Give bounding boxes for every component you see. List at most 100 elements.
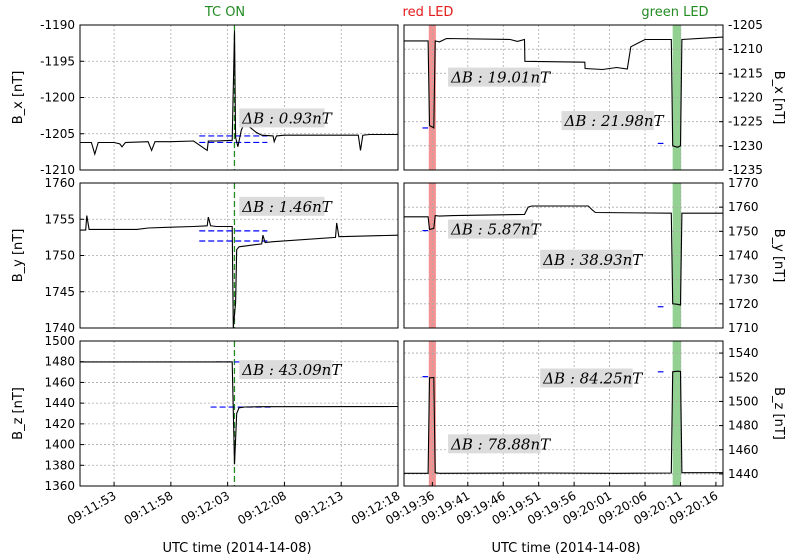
left-bx-panel: ΔB : 0.93nT -1210 -1205 -1200 -1195 -1190 B_x … (11, 18, 399, 177)
y-axis-label: B_x [nT] (11, 71, 26, 125)
left-xlabel: UTC time (2014-14-08) (162, 541, 311, 556)
left-bz-panel: ΔB : 43.09nT 1360 1380 1400 1420 1440 1460 1480… (11, 334, 403, 528)
y-axis-label: B_x [nT] (771, 71, 786, 125)
plot-frame (403, 340, 724, 487)
y-axis-label: B_z [nT] (771, 387, 786, 440)
left-by-panel: ΔB : 1.46nT 1740 1745 1750 1755 1760 B_y [nT] (11, 176, 399, 335)
y-tick-label: 1745 (44, 285, 75, 299)
plot-background (404, 341, 723, 486)
plot-area: ΔB : 0.93nT (80, 25, 398, 170)
green-led-band (672, 341, 682, 486)
plot-background (80, 341, 398, 486)
x-tick-label: 09:12:08 (235, 488, 289, 527)
y-tick-label: -1195 (40, 54, 75, 68)
y-tick-label: 1750 (44, 249, 75, 263)
delta-b-annotation: ΔB : 78.88nT (450, 435, 551, 453)
right-bx-panel: ΔB : 19.01nT ΔB : 21.98nT -1235 -1230 -1225 -… (403, 18, 786, 177)
annotation-box (540, 249, 633, 269)
y-tick-label: 1360 (44, 479, 75, 493)
annotation-box (239, 196, 325, 216)
y-tick-label: 1420 (44, 417, 75, 431)
y-axis-label: B_z [nT] (11, 387, 26, 440)
plot-frame (79, 340, 399, 487)
y-tick-label: -1210 (728, 42, 763, 56)
y-tick-label: 1380 (44, 458, 75, 472)
plot-area: ΔB : 43.09nT (80, 341, 398, 486)
y-tick-label: 1750 (728, 224, 759, 238)
y-tick-label: 1710 (728, 321, 759, 335)
tc-on-label: TC ON (204, 5, 245, 20)
annotation-box (448, 67, 541, 87)
annotation-box (239, 360, 332, 380)
red-led-label: red LED (403, 5, 454, 20)
y-tick-label: -1235 (728, 163, 763, 177)
x-tick-label: 09:12:03 (178, 488, 232, 527)
annotation-box (561, 111, 654, 131)
plot-area: ΔB : 1.46nT (80, 183, 398, 328)
x-tick-label: 09:12:13 (292, 488, 346, 527)
annotation-box (540, 368, 633, 388)
y-tick-label: -1190 (40, 18, 75, 32)
annotation-box (448, 219, 534, 239)
y-tick-label: 1460 (728, 443, 759, 457)
series-line (404, 370, 723, 474)
y-tick-label: 1480 (44, 355, 75, 369)
right-bz-panel: ΔB : 78.88nT ΔB : 84.25nT 1440 1460 1480 1500… (383, 340, 786, 528)
y-tick-label: 1480 (728, 419, 759, 433)
y-tick-label: -1200 (40, 91, 75, 105)
y-axis-label: B_y [nT] (11, 229, 26, 283)
y-tick-label: 1460 (44, 375, 75, 389)
x-tick-label: 09:11:53 (65, 488, 119, 527)
y-tick-label: 1755 (44, 212, 75, 226)
y-tick-label: 1540 (728, 346, 759, 360)
delta-b-annotation: ΔB : 38.93nT (542, 251, 643, 269)
delta-b-annotation: ΔB : 5.87nT (450, 221, 542, 239)
series-line (80, 215, 398, 328)
y-tick-label: 1520 (728, 370, 759, 384)
annotation-box (239, 108, 325, 128)
y-tick-label: -1230 (728, 139, 763, 153)
y-tick-label: -1205 (40, 127, 75, 141)
right-xlabel: UTC time (2014-14-08) (491, 541, 640, 556)
plot-background (80, 183, 398, 328)
delta-b-annotation: ΔB : 19.01nT (450, 69, 551, 87)
series-line (404, 205, 723, 306)
y-tick-label: -1210 (40, 163, 75, 177)
plot-background (80, 25, 398, 170)
series-line (80, 361, 398, 465)
y-tick-label: -1215 (728, 66, 763, 80)
panels: ΔB : 0.93nT -1210 -1205 -1200 -1195 -1190 B_x … (11, 18, 786, 528)
green-led-label: green LED (641, 5, 708, 20)
delta-b-annotation: ΔB : 21.98nT (564, 112, 665, 130)
y-tick-label: -1205 (728, 18, 763, 32)
y-tick-label: 1760 (728, 200, 759, 214)
x-tick-label: 09:11:58 (122, 488, 176, 527)
y-tick-label: 1500 (44, 334, 75, 348)
y-tick-label: 1720 (728, 297, 759, 311)
y-tick-label: 1500 (728, 394, 759, 408)
series-line (80, 30, 398, 156)
y-tick-label: -1225 (728, 115, 763, 129)
delta-b-annotation: ΔB : 0.93nT (241, 109, 333, 127)
delta-b-annotation: ΔB : 84.25nT (542, 369, 643, 387)
y-tick-label: -1220 (728, 91, 763, 105)
plot-area: ΔB : 78.88nT ΔB : 84.25nT (404, 341, 723, 486)
y-tick-label: 1440 (728, 467, 759, 481)
y-tick-label: 1770 (728, 176, 759, 190)
y-tick-label: 1400 (44, 438, 75, 452)
y-tick-label: 1730 (728, 273, 759, 287)
y-tick-label: 1740 (44, 321, 75, 335)
series-line (404, 36, 723, 148)
delta-b-annotation: ΔB : 1.46nT (241, 198, 333, 216)
annotation-box (448, 434, 541, 454)
y-tick-label: 1760 (44, 176, 75, 190)
plot-area: ΔB : 19.01nT ΔB : 21.98nT (404, 25, 723, 170)
top-labels: TC ON red LED green LED (204, 5, 709, 20)
delta-b-annotation: ΔB : 43.09nT (241, 361, 342, 379)
y-tick-label: 1740 (728, 249, 759, 263)
y-axis-label: B_y [nT] (771, 229, 786, 283)
y-tick-label: 1440 (44, 396, 75, 410)
